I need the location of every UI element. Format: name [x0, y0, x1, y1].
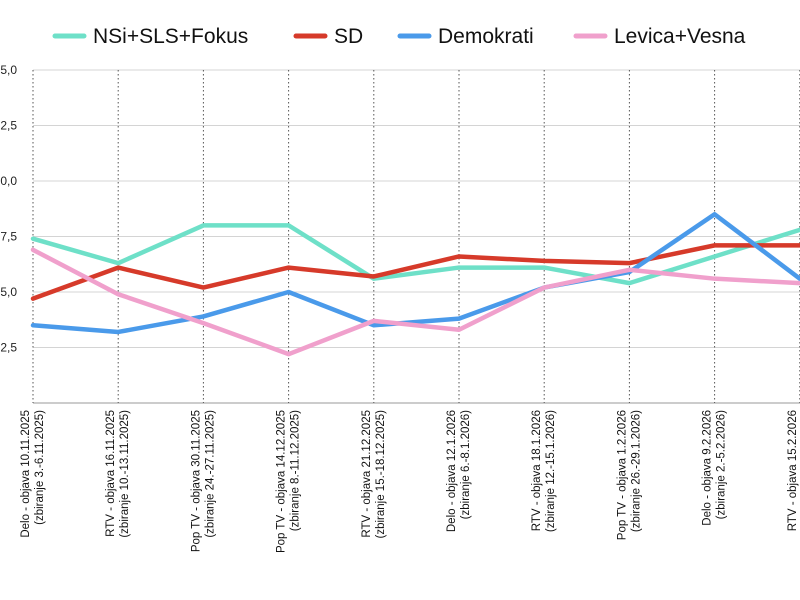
legend-label: Demokrati	[438, 25, 534, 48]
horizontal-gridlines	[33, 69, 800, 404]
x-axis-ticks: Delo - objava 10.11.2025 (zbiranje 3.-6.1…	[20, 410, 799, 553]
legend: NSi+SLS+Fokus SD Demokrati Levica+Vesna	[52, 25, 746, 48]
x-tick-label-line1: Delo - objava 10.11.2025	[20, 410, 32, 538]
y-tick-label: 15,0	[0, 63, 17, 77]
vertical-gridlines	[32, 70, 800, 403]
x-tick-label: Pop TV - objava 14.12.2025 (zbiranje 8.-1…	[276, 410, 302, 553]
x-tick-label: Delo - objava 10.11.2025 (zbiranje 3.-6.1…	[20, 410, 46, 538]
x-tick-label-line2: (zbiranje 3.-6.11.2025)	[34, 410, 46, 525]
x-tick-label: RTV - objava 18.1.2026 (zbiranje 12.-15.1…	[531, 410, 557, 532]
y-tick-label: 10,0	[0, 174, 17, 188]
x-tick-label-line1: Pop TV - objava 30.11.2025	[190, 410, 202, 552]
x-tick-label-line2: (zbiranje 10.-13.11.2025)	[119, 410, 131, 538]
x-tick-label-line1: RTV - objava 16.11.2025	[105, 410, 117, 537]
y-tick-label: 7,5	[0, 230, 17, 244]
x-tick-label-line1: RTV - objava 21.12.2025	[361, 410, 373, 538]
x-tick-label-line1: Delo - objava 12.1.2026	[446, 410, 458, 532]
series-lines	[30, 212, 800, 357]
x-tick-label-line2: (zbiranje 24.-27.11.2025)	[204, 410, 216, 538]
series-line-nsi-sls-fokus	[30, 223, 800, 286]
x-tick-label-line1: RTV - objava 15.2.2026	[787, 410, 799, 531]
series-line-demokrati	[30, 212, 800, 335]
y-tick-label: 12,5	[0, 119, 17, 133]
x-tick-label-line2: (zbiranje 8.-11.12.2025)	[290, 410, 302, 531]
x-tick-label: RTV - objava 21.12.2025 (zbiranje 15.-18.…	[361, 410, 387, 539]
legend-label: SD	[334, 25, 363, 48]
x-tick-label-line1: Pop TV - objava 1.2.2026	[616, 410, 628, 540]
x-tick-label-line1: Pop TV - objava 14.12.2025	[276, 410, 288, 553]
x-tick-label-line2: (zbiranje 2.-5.2.2026)	[716, 410, 728, 519]
x-tick-label-line1: Delo - objava 9.2.2026	[702, 410, 714, 526]
x-tick-label-line2: (zbiranje 6.-8.1.2026)	[460, 410, 472, 519]
x-tick-label-line2: (zbiranje 26.-29.1.2026)	[630, 410, 642, 532]
x-tick-label-line1: RTV - objava 18.1.2026	[531, 410, 543, 531]
y-tick-label: 5,0	[0, 285, 17, 299]
x-tick-label: Delo - objava 9.2.2026 (zbiranje 2.-5.2.2…	[702, 410, 728, 526]
series-line-levica-vesna	[30, 247, 800, 357]
y-tick-label: 2,5	[0, 341, 17, 355]
x-tick-label: Pop TV - objava 30.11.2025 (zbiranje 24.-…	[190, 410, 216, 552]
x-tick-label-line2: (zbiranje 15.-18.12.2025)	[375, 410, 387, 539]
x-tick-label: Pop TV - objava 1.2.2026 (zbiranje 26.-29…	[616, 410, 642, 540]
x-tick-label-line2: (zbiranje 12.-15.1.2026)	[545, 410, 557, 532]
legend-label: Levica+Vesna	[614, 25, 746, 48]
x-tick-label: Delo - objava 12.1.2026 (zbiranje 6.-8.1.…	[446, 410, 472, 532]
x-tick-label: RTV - objava 16.11.2025 (zbiranje 10.-13.…	[105, 410, 131, 538]
series-line-sd	[30, 243, 800, 301]
legend-label: NSi+SLS+Fokus	[93, 25, 248, 48]
y-axis-ticks: 2,5 5,0 7,5 10,0 12,5 15,0	[0, 63, 17, 355]
x-tick-label: RTV - objava 15.2.2026	[787, 410, 799, 531]
